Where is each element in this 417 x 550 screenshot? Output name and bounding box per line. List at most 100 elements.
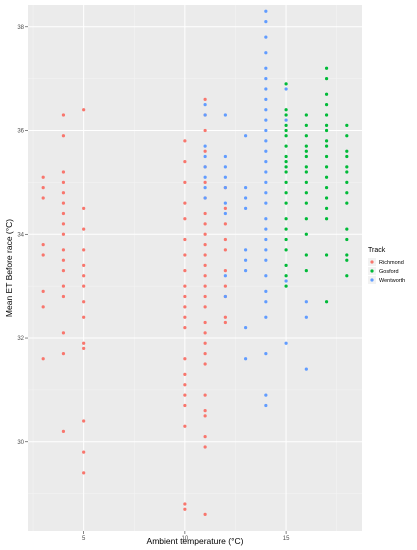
point-wentworth — [264, 300, 268, 304]
point-gosford — [304, 165, 308, 169]
point-gosford — [284, 128, 288, 133]
point-gosford — [304, 232, 308, 236]
point-richmond — [203, 434, 207, 439]
point-richmond — [203, 341, 207, 345]
point-wentworth — [264, 108, 268, 112]
point-wentworth — [264, 248, 268, 252]
point-richmond — [183, 502, 187, 506]
point-gosford — [284, 160, 288, 164]
point-gosford — [324, 144, 329, 148]
point-gosford — [324, 128, 329, 133]
point-richmond — [82, 346, 86, 351]
point-richmond — [223, 268, 227, 273]
point-gosford — [284, 191, 288, 195]
point-richmond — [41, 305, 45, 309]
point-richmond — [61, 351, 66, 356]
point-richmond — [82, 419, 86, 423]
point-richmond — [61, 211, 66, 216]
point-richmond — [223, 248, 227, 252]
point-richmond — [183, 253, 187, 257]
point-gosford — [304, 154, 308, 159]
point-wentworth — [244, 134, 248, 138]
legend-swatch-wentworth — [370, 278, 374, 282]
point-wentworth — [264, 77, 268, 81]
point-richmond — [183, 305, 187, 309]
point-richmond — [61, 284, 66, 288]
point-wentworth — [264, 51, 268, 55]
point-gosford — [284, 201, 288, 205]
legend-title: Track — [368, 247, 386, 254]
point-wentworth — [244, 326, 248, 330]
point-richmond — [82, 284, 86, 288]
point-richmond — [203, 409, 207, 413]
point-richmond — [203, 362, 207, 366]
point-wentworth — [223, 154, 227, 159]
point-richmond — [203, 253, 207, 257]
point-wentworth — [264, 351, 268, 356]
point-wentworth — [203, 113, 207, 117]
y-tick-label: 30 — [17, 440, 24, 446]
point-gosford — [324, 185, 329, 190]
point-richmond — [61, 429, 66, 434]
legend-label-gosford: Gosford — [379, 269, 399, 275]
point-richmond — [203, 445, 207, 449]
point-richmond — [183, 237, 187, 242]
point-gosford — [324, 139, 329, 143]
point-wentworth — [264, 66, 268, 70]
y-tick-label: 34 — [17, 232, 24, 238]
point-wentworth — [223, 165, 227, 169]
point-gosford — [324, 154, 329, 159]
point-gosford — [304, 201, 308, 205]
point-richmond — [183, 372, 187, 376]
point-wentworth — [264, 19, 268, 24]
point-richmond — [41, 253, 45, 257]
point-wentworth — [203, 175, 207, 179]
point-wentworth — [264, 160, 268, 164]
point-wentworth — [264, 258, 268, 262]
point-richmond — [183, 507, 187, 511]
point-richmond — [223, 284, 227, 288]
point-richmond — [82, 206, 86, 210]
point-gosford — [324, 217, 329, 221]
point-richmond — [61, 134, 66, 138]
point-richmond — [183, 393, 187, 397]
point-gosford — [345, 201, 349, 205]
point-wentworth — [264, 393, 268, 397]
point-wentworth — [264, 227, 268, 231]
point-wentworth — [284, 341, 288, 345]
point-gosford — [304, 134, 308, 138]
point-gosford — [284, 113, 288, 117]
point-richmond — [203, 263, 207, 268]
point-gosford — [345, 149, 349, 153]
point-richmond — [41, 289, 45, 293]
point-wentworth — [264, 289, 268, 293]
point-wentworth — [264, 191, 268, 195]
point-richmond — [203, 149, 207, 153]
x-axis: 5 10 15 — [82, 531, 290, 542]
point-richmond — [82, 341, 86, 345]
legend-label-richmond: Richmond — [379, 260, 404, 266]
point-gosford — [304, 217, 308, 221]
point-richmond — [203, 243, 207, 247]
point-gosford — [345, 191, 349, 195]
point-gosford — [304, 268, 308, 273]
point-richmond — [82, 263, 86, 268]
point-wentworth — [264, 139, 268, 143]
point-richmond — [183, 180, 187, 185]
point-wentworth — [264, 217, 268, 221]
point-wentworth — [264, 315, 268, 319]
point-wentworth — [264, 128, 268, 133]
point-wentworth — [223, 211, 227, 216]
point-richmond — [223, 206, 227, 210]
point-wentworth — [203, 165, 207, 169]
legend: Track Richmond Gosford Wentworth — [368, 247, 405, 284]
point-richmond — [41, 175, 45, 179]
point-richmond — [61, 248, 66, 252]
point-wentworth — [284, 118, 288, 122]
point-wentworth — [223, 185, 227, 190]
point-gosford — [284, 274, 288, 278]
point-gosford — [345, 165, 349, 169]
point-richmond — [203, 305, 207, 309]
y-tick-label: 32 — [17, 336, 24, 342]
point-wentworth — [264, 35, 268, 39]
